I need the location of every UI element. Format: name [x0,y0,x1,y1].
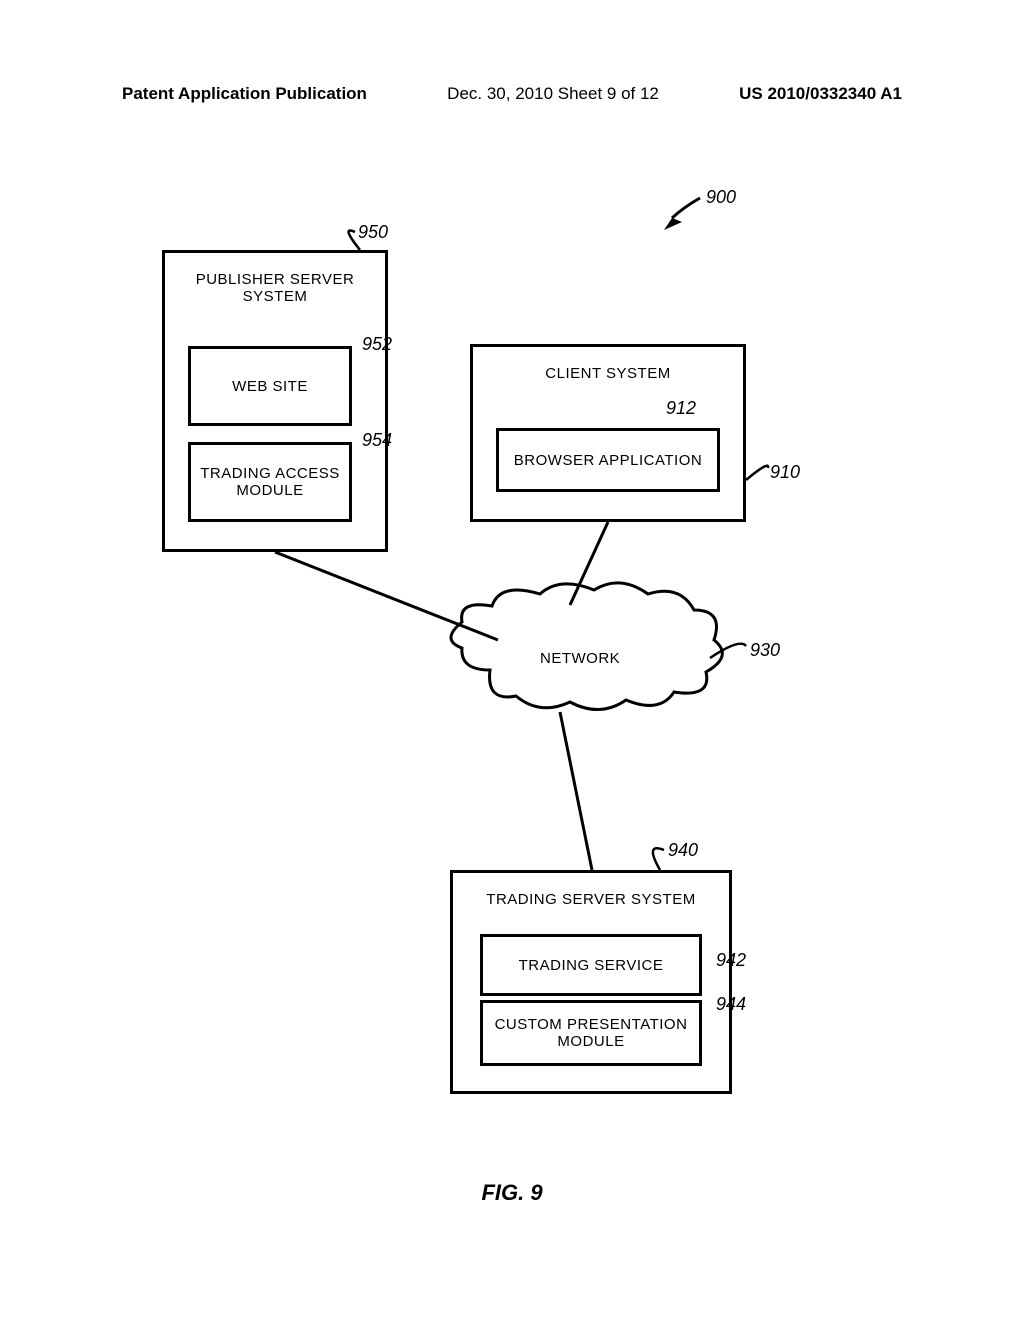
ref-900: 900 [706,187,736,208]
ref-944: 944 [716,994,746,1015]
trading-service-label: TRADING SERVICE [519,957,664,974]
leader-940 [653,848,664,870]
browser-app-box: BROWSER APPLICATION [496,428,720,492]
website-box: WEB SITE [188,346,352,426]
arrow-900 [664,198,700,230]
custom-presentation-label: CUSTOM PRESENTATION MODULE [483,1016,699,1050]
network-label: NETWORK [540,650,620,667]
custom-presentation-box: CUSTOM PRESENTATION MODULE [480,1000,702,1066]
website-label: WEB SITE [232,378,308,395]
ref-912: 912 [666,398,696,419]
ref-930: 930 [750,640,780,661]
trading-service-box: TRADING SERVICE [480,934,702,996]
publisher-server-title: PUBLISHER SERVER SYSTEM [165,271,385,305]
trading-access-box: TRADING ACCESS MODULE [188,442,352,522]
ref-940: 940 [668,840,698,861]
network-cloud [451,583,722,710]
diagram-container: PUBLISHER SERVER SYSTEM WEB SITE TRADING… [0,0,1024,1320]
client-system-title: CLIENT SYSTEM [473,365,743,382]
trading-access-label: TRADING ACCESS MODULE [191,465,349,499]
ref-950: 950 [358,222,388,243]
ref-942: 942 [716,950,746,971]
ref-952: 952 [362,334,392,355]
figure-label: FIG. 9 [0,1180,1024,1206]
leader-910 [746,466,768,480]
diagram-svg [0,0,1024,1320]
ref-954: 954 [362,430,392,451]
ref-910: 910 [770,462,800,483]
conn-publisher-network [275,552,498,640]
trading-server-title: TRADING SERVER SYSTEM [453,891,729,908]
browser-app-label: BROWSER APPLICATION [514,452,702,469]
conn-network-trading [560,712,592,870]
